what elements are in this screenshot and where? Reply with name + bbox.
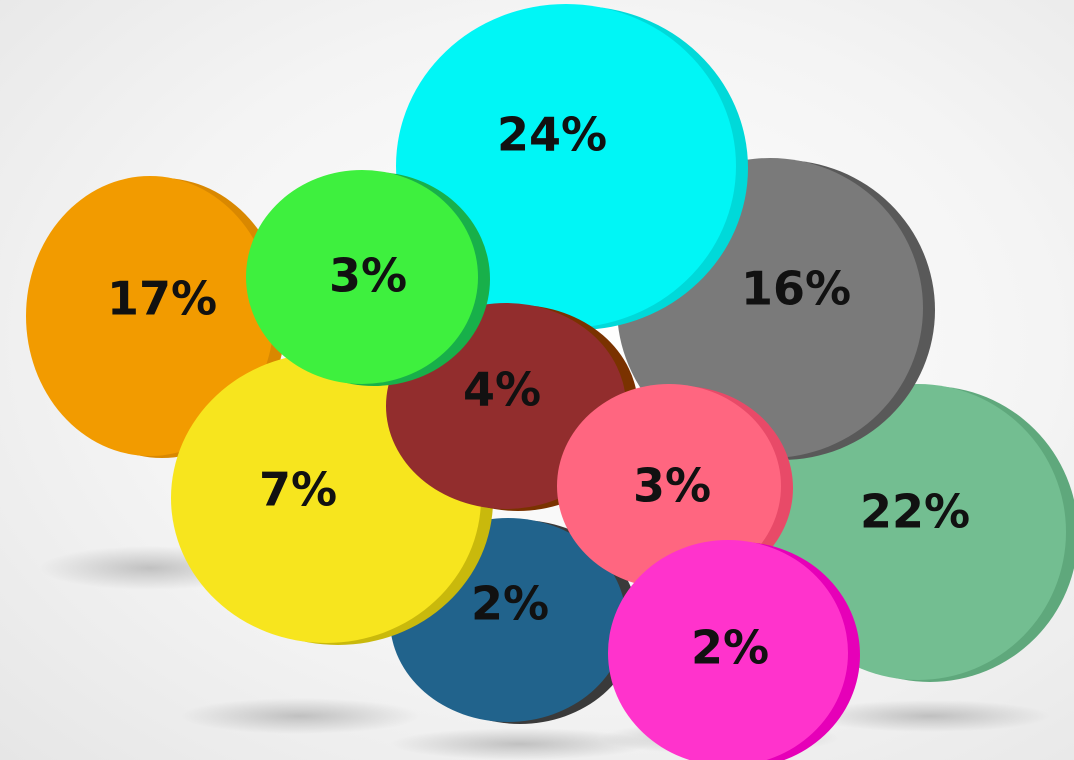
bubble-label: 3% <box>329 249 407 303</box>
floor-shadow <box>390 728 650 760</box>
bubble-0: 17% <box>26 176 286 458</box>
bubble-label: 2% <box>471 577 549 631</box>
bubble-label: 3% <box>633 459 711 513</box>
bubble-9: 2% <box>608 540 860 760</box>
bubble-face <box>246 170 478 384</box>
bubble-8: 3% <box>557 384 793 590</box>
bubbles-layer: 17% 22% 2% 7% 16% 24% 4% 3% 3% 2% <box>26 4 1074 760</box>
bubble-7: 3% <box>246 170 490 386</box>
bubble-face <box>557 384 781 588</box>
bubble-label: 22% <box>860 485 970 539</box>
bubble-label: 17% <box>107 272 217 326</box>
bubble-label: 24% <box>497 108 607 162</box>
floor-shadow <box>810 700 1050 732</box>
bubble-label: 7% <box>259 463 337 517</box>
bubble-face <box>26 176 274 456</box>
floor-shadow <box>180 698 420 734</box>
bubble-face <box>608 540 848 760</box>
bubble-label: 4% <box>463 363 541 417</box>
bubble-4: 16% <box>617 158 935 460</box>
bubble-label: 2% <box>691 621 769 675</box>
bubble-label: 16% <box>741 262 851 316</box>
